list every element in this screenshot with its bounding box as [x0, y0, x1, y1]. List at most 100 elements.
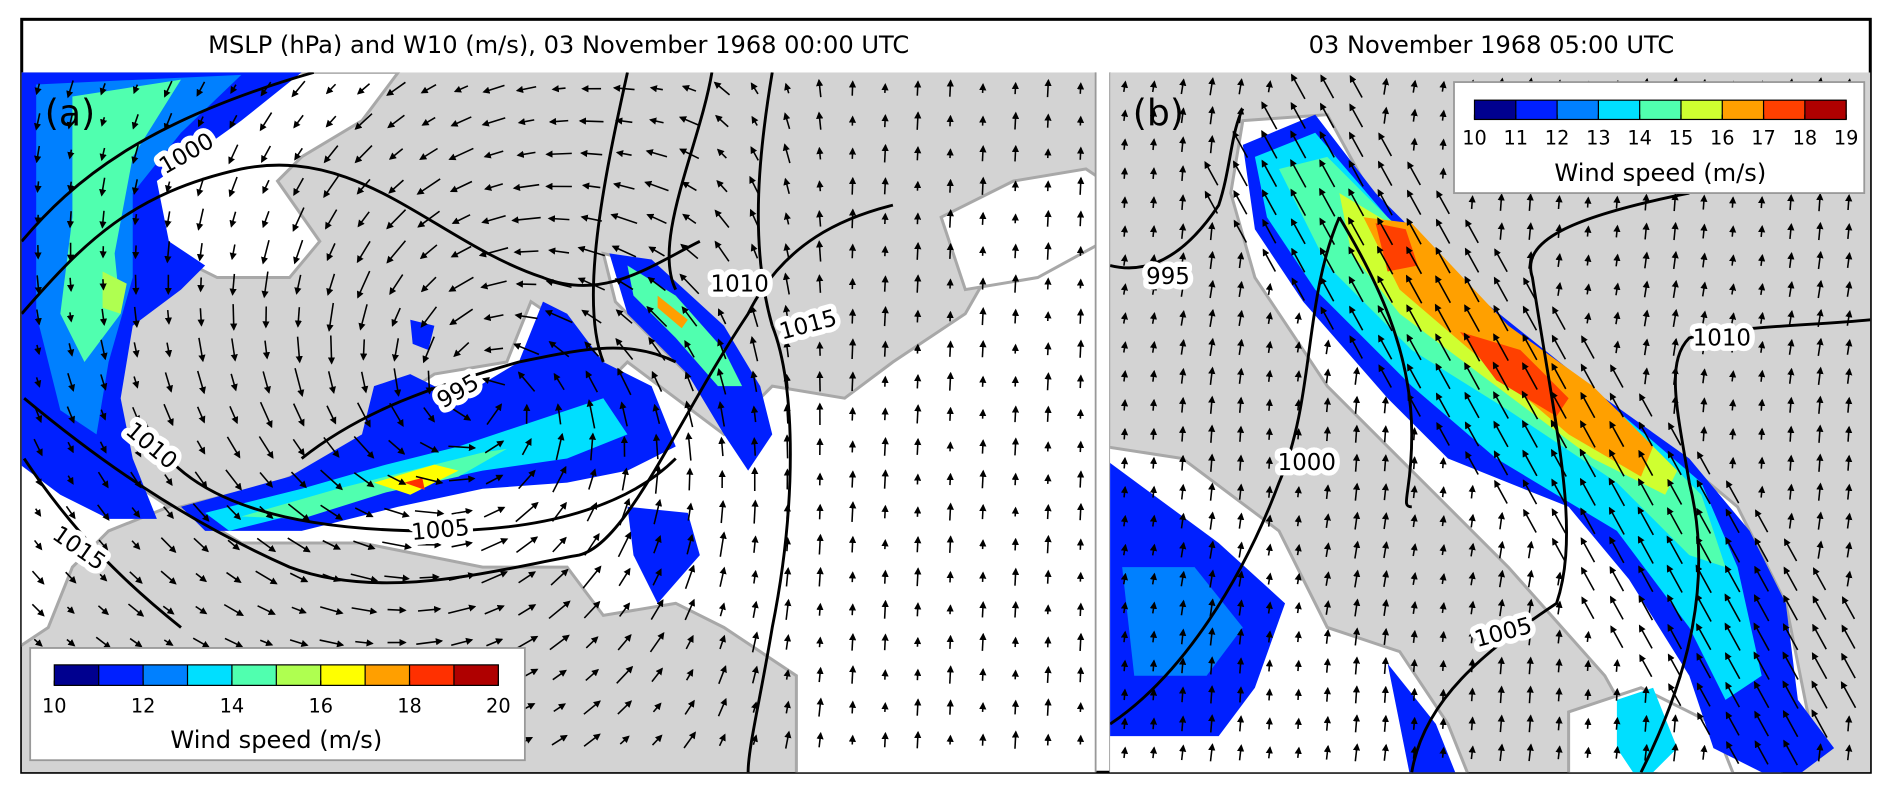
wind-arrow: [1120, 80, 1129, 93]
wind-arrow: [1642, 743, 1650, 761]
wind-arrow: [287, 503, 311, 522]
wind-arrow: [1584, 283, 1592, 295]
wind-arrow: [1609, 449, 1625, 477]
wind-arrow: [1294, 630, 1302, 643]
wind-arrow: [289, 639, 309, 647]
wind-arrow: [483, 346, 504, 354]
wind-arrow: [1323, 571, 1332, 586]
wind-arrow: [164, 474, 173, 486]
wind-arrow: [484, 604, 505, 615]
wind-arrow: [1584, 659, 1592, 671]
wind-arrow: [652, 568, 662, 586]
wind-arrow: [1584, 196, 1592, 208]
wind-arrow: [816, 309, 824, 323]
wind-arrow: [160, 537, 177, 553]
wind-arrow: [1439, 457, 1447, 469]
wind-arrow: [848, 633, 857, 651]
wind-arrow: [1290, 101, 1306, 129]
wind-arrow: [1497, 598, 1505, 617]
colorbar-tick-label: 16: [1710, 126, 1735, 149]
wind-arrow: [1410, 485, 1418, 499]
wind-arrow: [517, 118, 535, 126]
wind-arrow: [615, 337, 634, 361]
wind-arrow: [419, 573, 440, 581]
wind-arrow: [1816, 511, 1824, 530]
wind-arrow: [1149, 659, 1158, 672]
wind-arrow: [1208, 106, 1216, 125]
wind-arrow: [1526, 627, 1534, 646]
wind-arrow: [1410, 716, 1418, 730]
wind-arrow: [484, 183, 504, 191]
wind-arrow: [682, 213, 697, 225]
wind-arrow: [1011, 567, 1020, 586]
wind-arrow: [1208, 77, 1216, 96]
wind-arrow: [684, 371, 694, 392]
wind-arrow: [1044, 733, 1052, 746]
wind-arrow: [1349, 131, 1364, 158]
wind-arrow: [1700, 397, 1708, 413]
wind-arrow: [1580, 507, 1596, 535]
wind-arrow: [816, 78, 824, 98]
wind-arrow: [64, 537, 78, 553]
wind-arrow: [1265, 514, 1273, 527]
wind-arrow: [1522, 449, 1538, 477]
wind-arrow: [293, 239, 304, 265]
wind-arrow: [1011, 437, 1020, 456]
wind-arrow: [681, 181, 697, 192]
wind-arrow: [384, 507, 410, 518]
wind-arrow: [327, 335, 336, 365]
wind-arrow: [1044, 209, 1052, 227]
wind-arrow: [196, 81, 206, 97]
wind-arrow: [848, 470, 857, 488]
wind-arrow: [1816, 743, 1824, 762]
wind-arrow: [1551, 478, 1567, 506]
colorbar-segment: [231, 664, 277, 686]
wind-arrow: [718, 665, 727, 685]
wind-arrow: [1323, 368, 1331, 384]
wind-arrow: [545, 278, 572, 289]
wind-arrow: [1700, 744, 1708, 760]
wind-arrow: [914, 241, 922, 260]
wind-arrow: [881, 633, 889, 651]
wind-arrow: [1526, 714, 1534, 733]
wind-arrow: [131, 144, 139, 165]
colorbar-outline: [1473, 99, 1847, 121]
wind-arrow: [1584, 630, 1592, 643]
wind-arrow: [1319, 217, 1336, 245]
wind-arrow: [450, 245, 472, 258]
wind-arrow: [1526, 222, 1534, 240]
wind-arrow: [356, 178, 371, 195]
wind-arrow: [1552, 537, 1566, 562]
wind-arrow: [1011, 699, 1020, 715]
wind-arrow: [1265, 398, 1273, 411]
wind-arrow: [1642, 714, 1650, 732]
wind-arrow: [1436, 422, 1450, 446]
wind-arrow: [448, 276, 474, 292]
wind-arrow: [553, 372, 565, 391]
wind-arrow: [881, 275, 889, 292]
wind-arrow: [654, 464, 662, 494]
wind-arrow: [1700, 223, 1708, 239]
wind-arrow: [448, 475, 476, 483]
wind-arrow: [420, 306, 438, 328]
wind-arrow: [848, 406, 857, 421]
wind-arrow: [1323, 339, 1332, 355]
wind-arrow: [1352, 424, 1361, 443]
wind-arrow: [979, 145, 987, 162]
wind-arrow: [1011, 601, 1020, 618]
wind-arrow: [1348, 188, 1365, 217]
wind-arrow: [1381, 106, 1390, 124]
wind-arrow: [224, 637, 244, 648]
wind-arrow: [1179, 339, 1187, 355]
wind-arrow: [914, 567, 922, 587]
wind-arrow: [1758, 282, 1766, 295]
wind-arrow: [66, 406, 75, 424]
wind-arrow: [716, 367, 727, 395]
wind-arrow: [1208, 453, 1216, 472]
wind-arrow: [1208, 656, 1216, 675]
wind-arrow: [1237, 280, 1245, 298]
wind-arrow: [1642, 251, 1650, 269]
wind-arrow: [33, 438, 43, 457]
wind-arrow: [1754, 565, 1770, 592]
wind-arrow: [588, 432, 597, 461]
